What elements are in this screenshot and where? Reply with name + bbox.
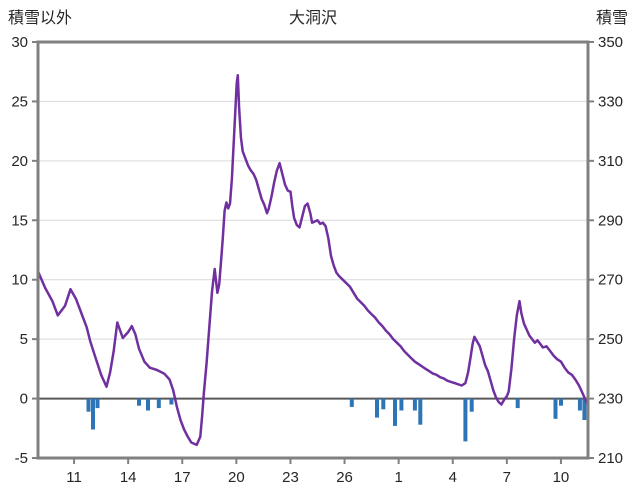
bar bbox=[156, 398, 161, 409]
left-axis-value: 30 bbox=[11, 34, 28, 51]
chart-title: 大洞沢 bbox=[289, 9, 337, 27]
frame-rect bbox=[36, 40, 590, 460]
x-axis-value: 7 bbox=[503, 469, 511, 486]
left-axis-value: 5 bbox=[20, 331, 28, 348]
x-axis-value: 14 bbox=[120, 469, 137, 486]
bar bbox=[553, 398, 558, 419]
bar-series bbox=[86, 398, 587, 442]
left-axis-value: 20 bbox=[11, 153, 28, 170]
left-axis-title: 積雪以外 bbox=[8, 9, 72, 27]
bar bbox=[95, 398, 100, 409]
series-line bbox=[36, 74, 589, 447]
left-axis-value: 15 bbox=[11, 212, 28, 229]
left-axis-value: 10 bbox=[11, 272, 28, 289]
bar bbox=[137, 398, 141, 406]
right-axis-title: 積雪 bbox=[596, 9, 628, 27]
bar bbox=[412, 398, 417, 411]
bar bbox=[393, 398, 397, 426]
bar bbox=[146, 398, 150, 411]
left-axis-tick-labels: 30 25 20 15 10 5 0 -5 bbox=[11, 34, 28, 467]
bar bbox=[469, 398, 474, 412]
x-axis-value: 17 bbox=[174, 469, 191, 486]
bar bbox=[418, 398, 423, 425]
bar bbox=[86, 398, 91, 412]
bar bbox=[375, 398, 379, 418]
right-axis-value: 230 bbox=[598, 391, 623, 408]
gridlines bbox=[38, 100, 588, 340]
bar bbox=[349, 398, 354, 407]
x-axis-value: 23 bbox=[282, 469, 299, 486]
right-axis-value: 210 bbox=[598, 450, 623, 467]
right-axis-value: 250 bbox=[598, 331, 623, 348]
x-axis-tick-labels: 11 14 17 20 23 26 1 4 7 10 bbox=[66, 469, 569, 486]
bar bbox=[577, 398, 582, 411]
right-axis-tick-labels: 350 330 310 290 270 250 230 210 bbox=[598, 34, 623, 467]
left-axis-value: -5 bbox=[15, 450, 28, 467]
x-axis-value: 4 bbox=[449, 469, 457, 486]
bar bbox=[381, 398, 386, 410]
bar bbox=[399, 398, 404, 411]
line-series bbox=[36, 74, 589, 447]
x-axis-value: 26 bbox=[336, 469, 353, 486]
bar bbox=[169, 398, 174, 405]
bar bbox=[463, 398, 468, 442]
right-axis-value: 310 bbox=[598, 153, 623, 170]
right-axis-value: 290 bbox=[598, 212, 623, 229]
bar bbox=[582, 398, 587, 420]
right-axis-value: 330 bbox=[598, 93, 623, 110]
bar bbox=[515, 398, 520, 409]
right-axis-value: 350 bbox=[598, 34, 623, 51]
axis-ticks bbox=[32, 41, 594, 464]
plot-frame bbox=[36, 40, 590, 460]
bar bbox=[559, 398, 563, 406]
left-axis-value: 0 bbox=[20, 391, 28, 408]
right-axis-value: 270 bbox=[598, 272, 623, 289]
x-axis-value: 10 bbox=[553, 469, 570, 486]
x-axis-value: 20 bbox=[228, 469, 245, 486]
x-axis-value: 1 bbox=[394, 469, 402, 486]
bar bbox=[91, 398, 95, 430]
x-axis-value: 11 bbox=[66, 469, 82, 486]
left-axis-value: 25 bbox=[11, 93, 28, 110]
